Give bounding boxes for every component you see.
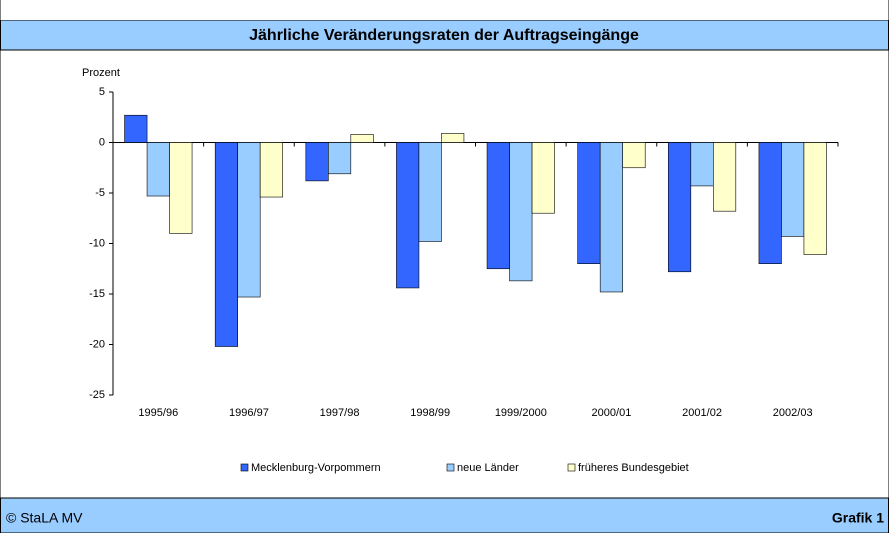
y-axis-label: Prozent bbox=[82, 67, 120, 79]
bar bbox=[668, 142, 692, 273]
x-tick-label: 1998/99 bbox=[410, 407, 450, 419]
x-tick-label: 2001/02 bbox=[682, 407, 722, 419]
bar bbox=[146, 142, 170, 197]
bar bbox=[124, 114, 148, 143]
bar bbox=[531, 142, 555, 214]
x-tick-label: 2000/01 bbox=[592, 407, 632, 419]
bar bbox=[214, 142, 238, 347]
y-tick-label: -25 bbox=[89, 389, 105, 401]
bar bbox=[237, 142, 261, 298]
chart-title: Jährliche Veränderungsraten der Auftrags… bbox=[249, 27, 639, 44]
legend-label: früheres Bundesgebiet bbox=[578, 462, 689, 474]
bar bbox=[169, 142, 193, 234]
bar bbox=[350, 134, 374, 143]
legend-swatch bbox=[446, 463, 455, 472]
legend-swatch bbox=[240, 463, 249, 472]
bar bbox=[305, 142, 329, 182]
bar bbox=[577, 142, 601, 264]
legend-label: neue Länder bbox=[457, 462, 519, 474]
bar bbox=[781, 142, 805, 237]
footer-band bbox=[0, 497, 889, 533]
y-tick-label: -10 bbox=[89, 237, 105, 249]
source: © StaLA MV bbox=[6, 510, 83, 526]
x-tick-label: 2002/03 bbox=[773, 407, 813, 419]
legend-label: Mecklenburg-Vorpommern bbox=[251, 462, 381, 474]
bar bbox=[803, 142, 827, 255]
figure-label: Grafik 1 bbox=[832, 510, 884, 526]
x-tick-label: 1995/96 bbox=[138, 407, 178, 419]
bar bbox=[690, 142, 714, 187]
bar bbox=[259, 142, 283, 198]
bar bbox=[418, 142, 442, 242]
bar bbox=[758, 142, 782, 264]
y-tick-label: -15 bbox=[89, 288, 105, 300]
y-tick-label: 0 bbox=[99, 136, 105, 148]
y-tick-label: 5 bbox=[99, 86, 105, 98]
bar bbox=[441, 133, 465, 143]
top-margin bbox=[0, 0, 889, 20]
x-tick-label: 1997/98 bbox=[320, 407, 360, 419]
x-tick-label: 1999/2000 bbox=[495, 407, 547, 419]
bar bbox=[396, 142, 420, 289]
y-tick-label: -20 bbox=[89, 338, 105, 350]
bar bbox=[622, 142, 646, 169]
x-tick-label: 1996/97 bbox=[229, 407, 269, 419]
bar bbox=[509, 142, 533, 282]
y-tick-label: -5 bbox=[95, 187, 105, 199]
header-band bbox=[0, 19, 889, 51]
bar bbox=[486, 142, 510, 270]
bar bbox=[328, 142, 352, 175]
bar bbox=[599, 142, 623, 293]
bar bbox=[713, 142, 737, 212]
legend-swatch bbox=[567, 463, 576, 472]
